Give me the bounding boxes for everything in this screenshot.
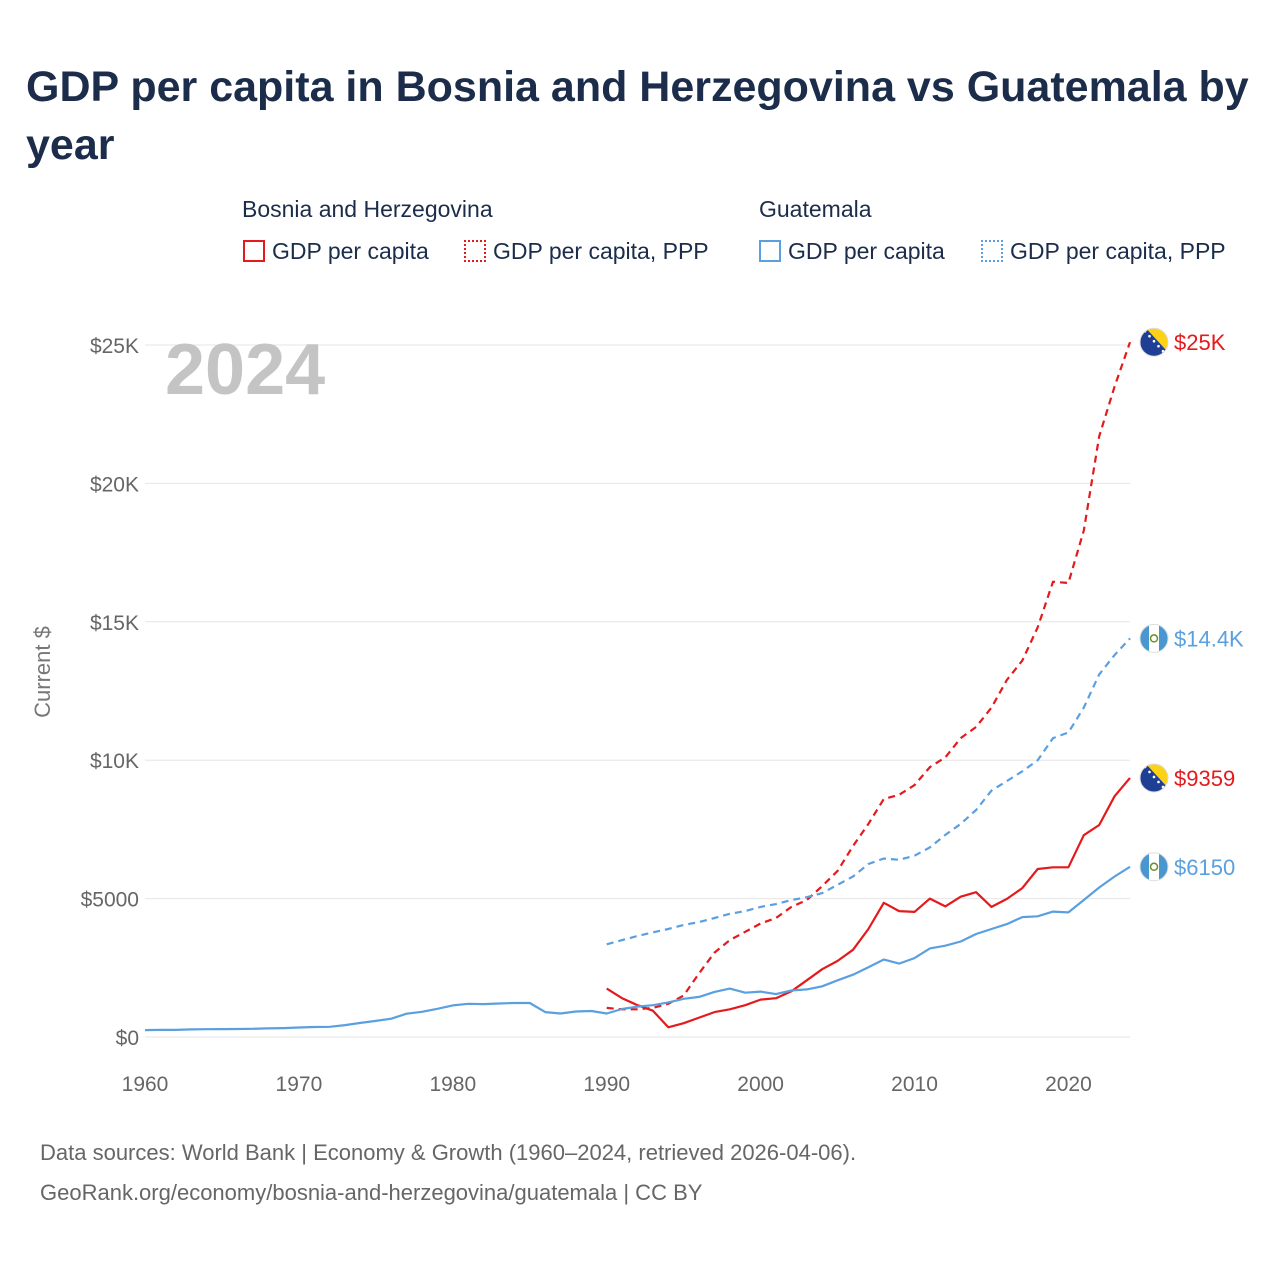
series-line-bosnia-gdp[interactable] [606, 777, 1131, 1029]
end-value-label: $25K [1174, 330, 1226, 355]
legend-item-bosnia-gdp[interactable]: GDP per capita [243, 236, 429, 266]
y-tick-label: $5000 [81, 889, 139, 912]
y-tick-label: $0 [116, 1027, 139, 1050]
footer-url[interactable]: GeoRank.org/economy/bosnia-and-herzegovi… [40, 1180, 703, 1205]
legend-swatch-solid-blue [759, 240, 781, 262]
legend-item-guatemala-gdp[interactable]: GDP per capita [759, 236, 945, 266]
y-tick-label: $25K [90, 335, 139, 358]
y-tick-label: $20K [90, 473, 139, 496]
x-tick-label: 2010 [891, 1073, 938, 1096]
x-tick-label: 1970 [276, 1073, 323, 1096]
y-axis: $0 $5000 $10K $15K $20K $25K [81, 335, 139, 1050]
series-line-guatemala-gdp[interactable] [144, 865, 1131, 1032]
year-watermark: 2024 [165, 330, 325, 410]
x-tick-label: 2020 [1045, 1073, 1092, 1096]
legend-item-bosnia-gdp-ppp[interactable]: GDP per capita, PPP [464, 236, 709, 266]
y-axis-label: Current $ [30, 626, 55, 718]
x-tick-label: 2000 [737, 1073, 784, 1096]
legend-group-bosnia: Bosnia and Herzegovina [242, 196, 493, 222]
legend-label: GDP per capita [788, 237, 945, 264]
y-tick-label: $10K [90, 750, 139, 773]
y-tick-label: $15K [90, 612, 139, 635]
end-value-label: $6150 [1174, 855, 1235, 880]
guatemala-flag-icon [1139, 852, 1169, 882]
x-tick-label: 1980 [429, 1073, 476, 1096]
series [144, 341, 1132, 1032]
end-labels: $25K $14.4K $9359 $6150 [1139, 327, 1244, 882]
guatemala-flag-icon [1139, 623, 1169, 653]
bosnia-flag-icon [1139, 763, 1169, 793]
legend-group-guatemala: Guatemala [759, 196, 872, 222]
legend-swatch-dotted-red [464, 240, 486, 262]
x-axis: 1960 1970 1980 1990 2000 2010 2020 [122, 1073, 1092, 1096]
x-tick-label: 1990 [583, 1073, 630, 1096]
legend-swatch-dotted-blue [981, 240, 1003, 262]
legend-swatch-solid-red [243, 240, 265, 262]
legend-label: GDP per capita [272, 237, 429, 264]
chart-title: GDP per capita in Bosnia and Herzegovina… [26, 63, 1249, 169]
end-value-label: $9359 [1174, 766, 1235, 791]
footer-source: Data sources: World Bank | Economy & Gro… [40, 1140, 857, 1165]
legend-label: GDP per capita, PPP [1010, 237, 1226, 264]
x-tick-label: 1960 [122, 1073, 169, 1096]
series-line-bosnia-ppp[interactable] [606, 341, 1132, 1011]
end-value-label: $14.4K [1174, 626, 1244, 651]
legend-item-guatemala-gdp-ppp[interactable]: GDP per capita, PPP [981, 236, 1226, 266]
gridlines [145, 344, 1130, 1038]
legend-label: GDP per capita, PPP [493, 237, 709, 264]
series-line-guatemala-ppp[interactable] [606, 637, 1131, 946]
bosnia-flag-icon [1139, 327, 1169, 357]
